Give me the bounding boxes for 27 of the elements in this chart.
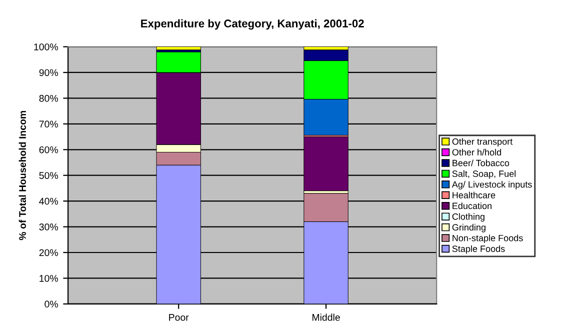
x-tick-label: Middle bbox=[312, 314, 340, 321]
legend-label: Non-staple Foods bbox=[452, 234, 523, 244]
legend-label: Other transport bbox=[452, 138, 513, 147]
y-tick-label: 30% bbox=[39, 224, 58, 230]
y-tick-label: 40% bbox=[39, 198, 58, 205]
y-tick-label: 80% bbox=[39, 94, 58, 102]
legend-label: Clothing bbox=[452, 213, 484, 222]
y-tick-label: 70% bbox=[39, 120, 58, 128]
y-axis-title: % of Total Household Incom bbox=[18, 110, 26, 240]
y-tick-label: 0% bbox=[44, 300, 58, 308]
legend-label: Staple Foods bbox=[452, 245, 505, 254]
legend-label: Education bbox=[452, 202, 492, 210]
y-tick-label: 50% bbox=[39, 172, 58, 179]
y-tick-label: 20% bbox=[39, 249, 58, 256]
bar bbox=[156, 46, 201, 50]
legend-label: Other h/hold bbox=[452, 148, 501, 156]
legend-label: Healthcare bbox=[452, 192, 496, 198]
x-tick-label: Poor bbox=[169, 314, 189, 321]
y-tick-label: 60% bbox=[39, 146, 58, 154]
legend-label: Ag/ Livestock inputs bbox=[452, 181, 532, 190]
legend-label: Beer/ Tobacco bbox=[452, 160, 510, 166]
chart-title: Expenditure by Category, Kanyati, 2001-02 bbox=[141, 19, 364, 30]
y-tick-label: 90% bbox=[39, 69, 58, 76]
legend-label: Grinding bbox=[452, 224, 486, 232]
y-tick-label: 10% bbox=[40, 274, 58, 282]
legend-label: Salt, Soap, Fuel bbox=[452, 170, 516, 179]
y-tick-label: 100% bbox=[34, 43, 58, 50]
